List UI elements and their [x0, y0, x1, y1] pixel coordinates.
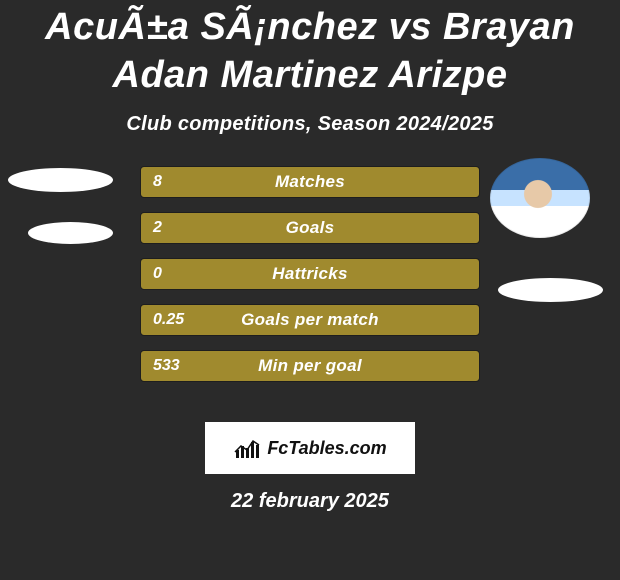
stat-row-hattricks: 0 Hattricks: [140, 258, 480, 290]
stat-value: 8: [153, 173, 162, 191]
stat-bars: 8 Matches 2 Goals 0 Hattricks 0.25 Goals…: [140, 166, 480, 396]
stat-label: Matches: [141, 172, 479, 192]
page-title: AcuÃ±a SÃ¡nchez vs Brayan Adan Martinez …: [0, 4, 620, 99]
stats-area: 8 Matches 2 Goals 0 Hattricks 0.25 Goals…: [0, 166, 620, 416]
stat-label: Goals per match: [141, 310, 479, 330]
decorative-ellipse: [498, 278, 603, 302]
stat-row-goals-per-match: 0.25 Goals per match: [140, 304, 480, 336]
decorative-ellipse: [8, 168, 113, 192]
decorative-ellipse: [28, 222, 113, 244]
footer-date: 22 february 2025: [0, 490, 620, 513]
page-subtitle: Club competitions, Season 2024/2025: [0, 113, 620, 136]
player-avatar: [490, 158, 590, 238]
comparison-card: AcuÃ±a SÃ¡nchez vs Brayan Adan Martinez …: [0, 0, 620, 580]
bar-chart-icon: [233, 436, 261, 460]
stat-label: Min per goal: [141, 356, 479, 376]
stat-value: 0.25: [153, 311, 184, 329]
stat-row-matches: 8 Matches: [140, 166, 480, 198]
stat-row-min-per-goal: 533 Min per goal: [140, 350, 480, 382]
stat-value: 2: [153, 219, 162, 237]
stat-label: Goals: [141, 218, 479, 238]
stat-value: 533: [153, 357, 180, 375]
watermark-logo: FcTables.com: [205, 422, 415, 474]
stat-value: 0: [153, 265, 162, 283]
stat-label: Hattricks: [141, 264, 479, 284]
watermark-text: FcTables.com: [267, 438, 386, 459]
stat-row-goals: 2 Goals: [140, 212, 480, 244]
